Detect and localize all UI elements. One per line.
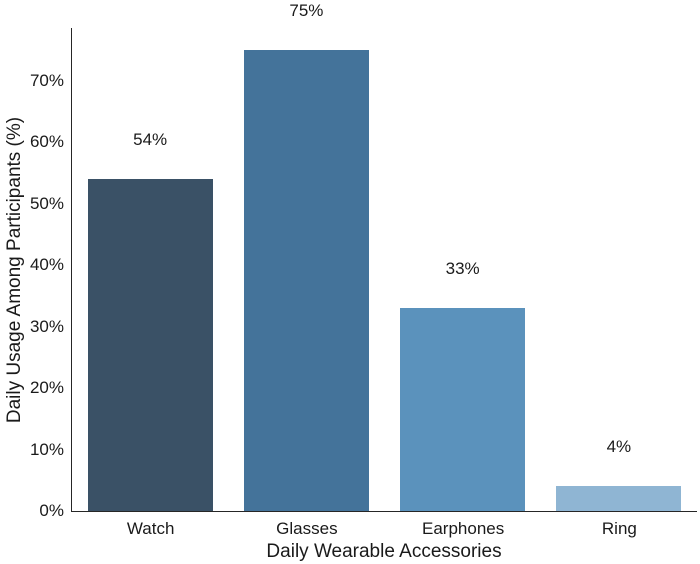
plot-area: 54% 75% 33% 4% <box>71 1 697 512</box>
bar-ring <box>556 486 682 511</box>
x-axis-tick-label: Glasses <box>276 519 338 538</box>
bar-value-label: 75% <box>289 1 324 21</box>
y-axis-tick-label: 30% <box>29 316 64 336</box>
x-axis-tick-label: Earphones <box>422 519 505 538</box>
bar-watch <box>87 179 213 511</box>
y-axis-tick-label: 20% <box>29 378 64 398</box>
y-axis-tick-label: 40% <box>29 255 64 275</box>
y-axis-tick-label: 70% <box>29 70 64 90</box>
x-axis-title: Daily Wearable Accessories <box>266 541 502 562</box>
bar-value-label: 54% <box>133 130 168 150</box>
bar-glasses <box>243 50 369 511</box>
y-axis-tick-label: 50% <box>29 193 64 213</box>
bar-value-label: 4% <box>606 437 632 457</box>
x-axis-tick-label: Watch <box>126 519 175 538</box>
bar-value-label: 33% <box>445 259 480 279</box>
y-axis-tick-label: 60% <box>29 132 64 152</box>
bar-earphones <box>400 308 526 511</box>
y-axis-tick-label: 10% <box>29 439 64 459</box>
x-axis-tick-label: Ring <box>601 519 637 538</box>
y-axis-tick-label: 0% <box>39 501 64 520</box>
